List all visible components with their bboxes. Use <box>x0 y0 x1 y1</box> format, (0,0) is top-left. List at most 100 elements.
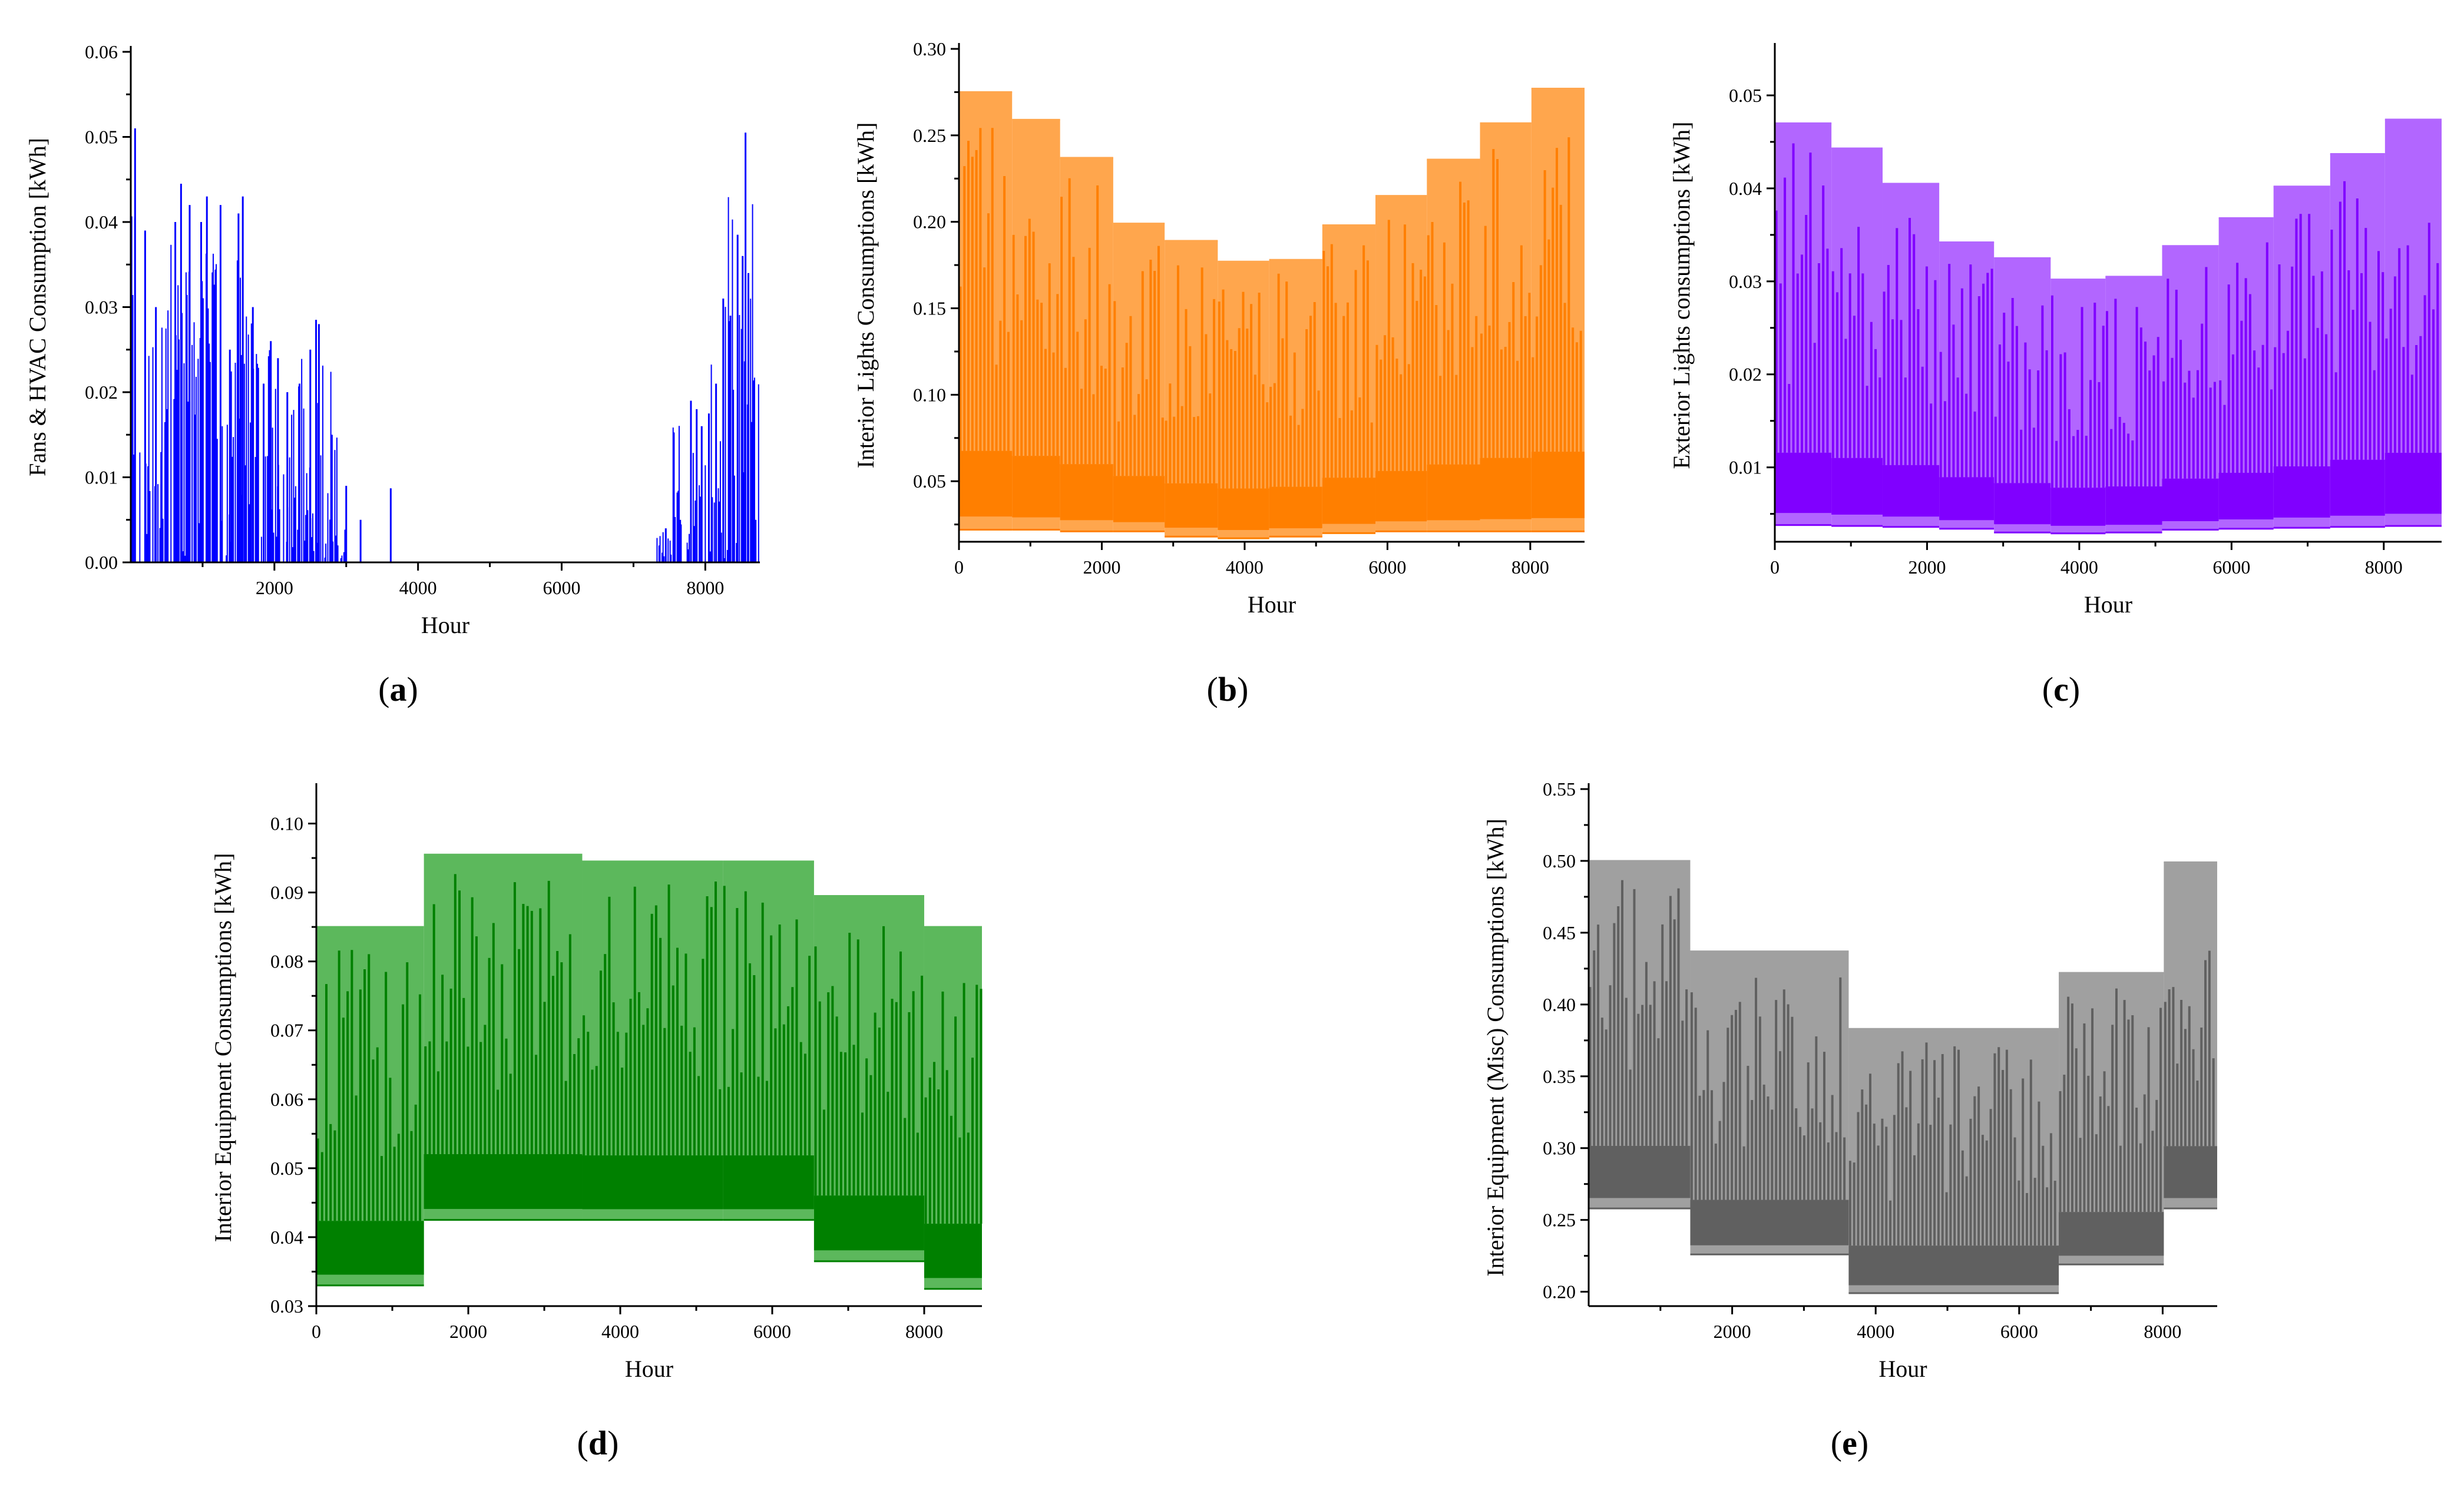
series-spikes <box>1883 218 1937 465</box>
series-core <box>1375 471 1427 522</box>
series-core <box>424 1154 583 1210</box>
y-tick-label: 0.07 <box>270 1020 303 1041</box>
series-spikes <box>1012 218 1059 456</box>
series-spikes <box>1690 977 1846 1200</box>
y-tick-label: 0.05 <box>913 471 946 492</box>
axes <box>1767 43 2442 550</box>
series-caps <box>1692 951 1844 962</box>
series-spikes <box>316 950 421 1221</box>
x-axis-label: Hour <box>421 612 469 638</box>
x-tick-label: 8000 <box>905 1321 943 1342</box>
series-spikes <box>1060 178 1111 465</box>
y-tick-label: 0.15 <box>913 298 946 319</box>
series-spikes <box>2162 267 2216 479</box>
chart-marks <box>1589 860 2217 1294</box>
y-tick-label: 0.05 <box>85 127 118 148</box>
y-tick-label: 0.05 <box>270 1158 303 1179</box>
panel-letter: b <box>1218 670 1237 708</box>
series-core <box>1218 488 1269 531</box>
y-tick-label: 0.02 <box>85 382 118 403</box>
series-spikes <box>723 886 811 1156</box>
x-tick-label: 6000 <box>1368 556 1406 578</box>
chart-panel-e: 0.20 0.25 0.30 0.35 0.40 0.45 0.50 0.55 2000 4000… <box>1482 778 2217 1462</box>
series-core <box>723 1155 814 1210</box>
chart-panel-a: 0.00 0.01 0.02 0.03 0.04 0.05 0.06 2000 4000 6000… <box>24 41 760 708</box>
series-spikes <box>924 983 983 1224</box>
y-axis-label: Exterior Lights consumptions [kWh] <box>1668 122 1695 469</box>
series-spikes <box>1322 244 1373 478</box>
series-spikes <box>1218 289 1269 489</box>
axes <box>123 46 760 571</box>
panel-label: (d) <box>577 1424 619 1462</box>
series-caps <box>2165 862 2215 873</box>
x-tick-label: 0 <box>312 1321 321 1342</box>
panel-letter: e <box>1842 1424 1857 1462</box>
series-core <box>813 1195 924 1251</box>
series-caps <box>926 927 979 938</box>
series-core <box>1994 483 2051 525</box>
y-tick-label: 0.06 <box>85 41 118 62</box>
series-spikes <box>1375 220 1426 471</box>
chart-panel-b: 0.05 0.10 0.15 0.20 0.25 0.30 0 2000 4000 6000 800… <box>852 38 1585 708</box>
series-core <box>1113 476 1165 522</box>
y-tick-label: 0.35 <box>1543 1066 1576 1087</box>
series-caps <box>725 861 811 872</box>
series-caps <box>425 854 579 866</box>
series-caps <box>318 927 421 938</box>
series-spikes <box>2274 214 2328 466</box>
x-axis-label: Hour <box>2084 591 2132 618</box>
x-tick-label: 4000 <box>1226 556 1264 578</box>
series-spikes <box>1532 137 1582 452</box>
series-spikes <box>1848 1042 2056 1246</box>
y-tick-label: 0.10 <box>270 813 303 834</box>
series-core <box>924 1224 982 1278</box>
series-spikes <box>1113 246 1164 476</box>
series-spikes <box>2105 299 2159 487</box>
series-core <box>1831 458 1883 515</box>
series-caps <box>1850 1029 2058 1040</box>
chart-marks <box>1775 118 2442 535</box>
series-core <box>959 450 1013 517</box>
y-tick-label: 0.55 <box>1543 778 1576 800</box>
series-core <box>1589 1145 1691 1198</box>
y-tick-label: 0.20 <box>913 211 946 233</box>
y-tick-label: 0.10 <box>913 384 946 405</box>
y-tick-label: 0.03 <box>1729 271 1762 292</box>
x-axis-label: Hour <box>1248 591 1296 618</box>
y-tick-label: 0.04 <box>1729 178 1762 199</box>
x-tick-label: 2000 <box>1908 556 1946 578</box>
y-tick-label: 0.02 <box>1729 364 1762 385</box>
series-spikes <box>1480 149 1531 458</box>
y-tick-label: 0.50 <box>1543 850 1576 872</box>
y-tick-label: 0.08 <box>270 951 303 972</box>
x-tick-label: 4000 <box>601 1321 639 1342</box>
y-tick-label: 0.03 <box>270 1295 303 1317</box>
series-caps <box>1590 860 1688 872</box>
y-tick-label: 0.25 <box>913 125 946 146</box>
series-core <box>2059 1212 2164 1256</box>
x-tick-label: 8000 <box>1512 556 1549 578</box>
series-core <box>1690 1200 1849 1245</box>
series-spikes <box>2385 223 2439 453</box>
y-axis-label: Interior Lights Consumptions [kWh] <box>852 122 879 469</box>
series-spikes <box>1427 181 1478 465</box>
x-tick-label: 2000 <box>449 1321 487 1342</box>
x-tick-label: 0 <box>954 556 964 578</box>
x-tick-label: 2000 <box>1083 556 1120 578</box>
series-spikes <box>1269 273 1320 487</box>
x-tick-label: 8000 <box>2365 556 2403 578</box>
x-axis-label: Hour <box>1878 1356 1927 1382</box>
series-spikes <box>2330 181 2384 460</box>
series-core <box>1012 456 1060 518</box>
chart-marks <box>316 853 983 1290</box>
y-tick-label: 0.40 <box>1543 994 1576 1015</box>
y-tick-label: 0.04 <box>85 211 118 233</box>
x-tick-label: 6000 <box>543 577 581 598</box>
series-core <box>582 1155 723 1210</box>
series-caps <box>816 896 919 907</box>
y-tick-label: 0.45 <box>1543 922 1576 943</box>
series-core <box>2050 488 2106 526</box>
y-tick-label: 0.30 <box>1543 1138 1576 1159</box>
series-core <box>2218 472 2274 520</box>
